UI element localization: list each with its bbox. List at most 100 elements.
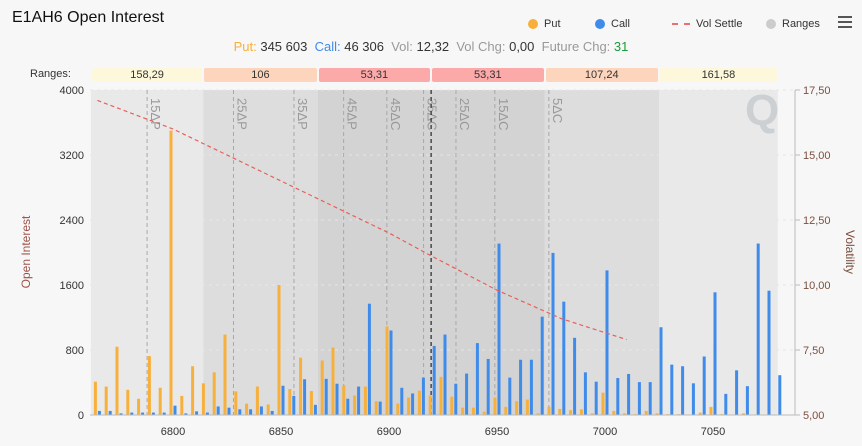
call-bar	[141, 412, 145, 415]
put-bar	[450, 396, 454, 415]
call-bar	[346, 398, 350, 415]
future-chg-label: Future Chg:	[541, 39, 611, 54]
range-cell: 161,58	[660, 68, 777, 82]
call-bar	[724, 393, 728, 415]
put-bar	[169, 130, 173, 415]
x-tick-label: 6900	[377, 426, 401, 438]
call-bar	[443, 334, 447, 415]
call-bar	[108, 410, 112, 415]
y-tick-label: 1600	[60, 280, 84, 292]
put-bar	[126, 389, 130, 415]
call-bar	[627, 373, 631, 415]
call-bar	[173, 405, 177, 415]
range-band	[659, 90, 778, 415]
put-bar	[579, 409, 583, 415]
call-bar	[216, 406, 220, 415]
vol-chg-value: 0,00	[509, 39, 535, 54]
vol-value: 12,32	[416, 39, 450, 54]
range-cell: 53,31	[432, 68, 544, 82]
call-bar	[508, 377, 512, 415]
delta-label: 25ΔP	[234, 98, 249, 130]
call-dot-icon	[595, 19, 605, 29]
x-tick-label: 7000	[593, 426, 617, 438]
put-bar	[417, 390, 421, 415]
ranges-dot-icon	[766, 19, 776, 29]
range-cell: 53,31	[318, 68, 431, 82]
call-bar	[378, 401, 382, 415]
put-bar	[471, 407, 475, 415]
legend-label: Ranges	[782, 18, 820, 30]
call-bar	[195, 411, 199, 415]
stats-line: Put: 345 603 Call: 46 306 Vol: 12,32 Vol…	[0, 39, 862, 54]
call-bar	[313, 404, 317, 415]
dashed-line-icon	[672, 23, 690, 25]
call-bar	[259, 406, 263, 415]
y-axis-label: Open Interest	[19, 215, 33, 288]
call-bar	[562, 301, 566, 415]
hamburger-menu-icon[interactable]	[838, 16, 852, 31]
call-bar	[681, 366, 685, 415]
call-bar	[238, 409, 242, 415]
ranges-label: Ranges:	[30, 68, 71, 80]
legend-item-put[interactable]: Put	[528, 18, 561, 30]
legend-item-call[interactable]: Call	[595, 18, 630, 30]
call-bar	[616, 378, 620, 415]
put-bar	[741, 413, 745, 415]
call-bar	[519, 359, 523, 415]
put-bar	[180, 395, 184, 415]
put-bar	[558, 408, 562, 415]
call-bar	[605, 270, 609, 415]
put-bar	[655, 413, 659, 415]
legend-label: Vol Settle	[696, 18, 743, 30]
call-bar	[778, 375, 782, 415]
call-bar	[497, 243, 501, 415]
put-bar	[277, 285, 281, 415]
call-bar	[594, 381, 598, 415]
y-tick-label: 0	[78, 410, 84, 422]
put-bar	[212, 372, 216, 415]
put-bar	[644, 410, 648, 415]
call-bar	[551, 252, 555, 415]
put-bar	[396, 403, 400, 415]
call-bar	[540, 316, 544, 415]
vol-label: Vol:	[391, 39, 413, 54]
put-bar	[342, 385, 346, 415]
delta-label: 35ΔC	[425, 98, 440, 131]
put-bar	[482, 411, 486, 415]
call-bar	[670, 364, 674, 415]
call-total: 46 306	[344, 39, 384, 54]
put-bar	[320, 360, 324, 415]
legend-item-ranges[interactable]: Ranges	[766, 18, 820, 30]
y2-tick-label: 17,50	[803, 85, 831, 97]
put-bar	[536, 413, 540, 415]
range-band	[544, 90, 659, 415]
legend-item-vol-settle[interactable]: Vol Settle	[672, 18, 742, 30]
chart-title: E1AH6 Open Interest	[12, 9, 165, 26]
call-bar	[745, 386, 749, 415]
put-bar	[601, 392, 605, 415]
range-band	[203, 90, 318, 415]
put-bar	[309, 391, 313, 415]
x-tick-label: 7050	[701, 426, 725, 438]
call-bar	[292, 395, 296, 415]
put-bar	[191, 366, 195, 415]
call-bar	[227, 407, 231, 415]
call-bar	[583, 372, 587, 415]
delta-label: 15ΔP	[148, 98, 163, 130]
delta-label: 5ΔC	[550, 98, 565, 123]
delta-label: 45ΔP	[345, 98, 360, 130]
delta-label: 35ΔP	[295, 98, 310, 130]
delta-label: 25ΔC	[457, 98, 472, 131]
put-bar	[288, 389, 292, 415]
call-bar	[465, 373, 469, 415]
call-bar	[281, 385, 285, 415]
call-bar	[400, 387, 404, 415]
call-bar	[756, 243, 760, 415]
vol-settle-line	[97, 99, 627, 341]
call-bar	[691, 383, 695, 415]
call-bar	[637, 382, 641, 415]
range-cell: 107,24	[545, 68, 658, 82]
y2-tick-label: 12,50	[803, 215, 831, 227]
legend-label: Call	[611, 18, 630, 30]
